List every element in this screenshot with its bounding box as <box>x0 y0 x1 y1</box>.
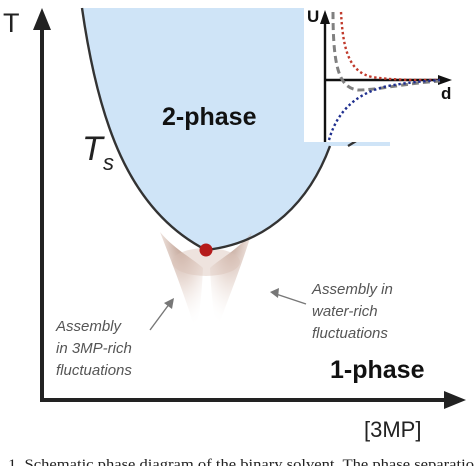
annotation-arrowhead-left <box>164 298 174 309</box>
region-one-phase-label: 1-phase <box>330 356 425 384</box>
inset-curve-red <box>339 11 441 82</box>
inset-curve-gray <box>331 11 441 92</box>
annotation-left: Assembly in 3MP-rich fluctuations <box>55 318 136 379</box>
annotation-arrow-left <box>149 302 171 331</box>
curve-label-main: T <box>82 130 105 168</box>
inset-x-label: d <box>441 84 451 103</box>
annotation-right-line-3: fluctuations <box>312 325 388 342</box>
fluctuation-shade-left <box>160 232 203 332</box>
annotation-arrow-right <box>275 293 307 305</box>
annotation-right: Assembly in water-rich fluctuations <box>311 281 397 342</box>
annotation-arrowhead-right <box>270 288 279 298</box>
annotation-right-line-2: water-rich <box>312 303 378 320</box>
inset-x-arrowhead <box>438 75 452 85</box>
fluctuation-shade-right <box>210 232 252 330</box>
y-axis-arrowhead <box>33 8 51 30</box>
coexistence-curve <box>80 7 332 252</box>
figure-caption: 1. Schematic phase diagram of the binary… <box>8 457 474 466</box>
curve-label: T s <box>82 130 114 175</box>
annotation-left-line-3: fluctuations <box>56 362 132 379</box>
x-axis-arrowhead <box>444 391 466 409</box>
inset-y-arrowhead <box>320 10 330 24</box>
inset-background <box>304 2 464 142</box>
axis-y-label: T <box>3 8 20 38</box>
inset-plot: U d <box>304 2 464 142</box>
annotation-left-line-2: in 3MP-rich <box>56 340 132 357</box>
annotation-left-line-1: Assembly <box>55 318 123 335</box>
region-two-phase-label: 2-phase <box>162 103 257 131</box>
fluctuation-shade-core <box>172 248 240 276</box>
inset-y-label: U <box>307 7 319 26</box>
curve-label-sub: s <box>103 150 114 175</box>
annotation-right-line-1: Assembly in <box>311 281 393 298</box>
critical-point <box>199 243 213 257</box>
axis-x-label: [3MP] <box>364 417 421 442</box>
